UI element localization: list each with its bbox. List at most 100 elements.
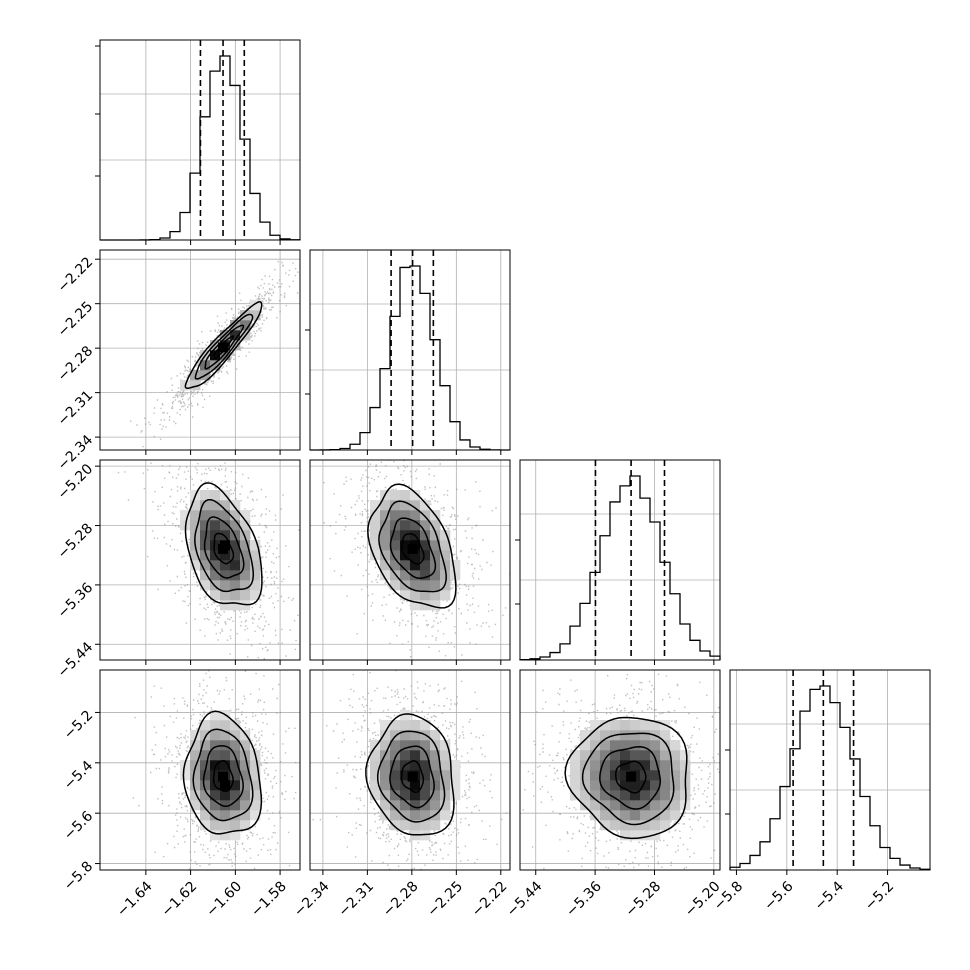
x-tick-label: −5.36 — [563, 878, 605, 920]
density-cell — [410, 800, 421, 811]
density-cell — [410, 500, 421, 511]
density-cell — [430, 760, 441, 771]
density-cell — [620, 770, 631, 781]
density-cell — [210, 800, 221, 811]
density-peak — [218, 543, 229, 554]
panel-frame-3-2 — [519, 669, 721, 871]
contour-0 — [212, 760, 234, 793]
density-cell — [200, 550, 211, 561]
x-tick-label: −1.64 — [114, 878, 156, 920]
density-cell — [200, 820, 211, 831]
density-cell — [660, 750, 671, 761]
density-cell — [230, 820, 241, 831]
density-panel-1-0 — [100, 250, 300, 450]
density-cell — [660, 780, 671, 791]
density-cell — [240, 800, 251, 811]
x-tick-label: −5.28 — [623, 878, 665, 920]
x-tick-label: −1.62 — [159, 878, 201, 920]
density-cell — [200, 730, 211, 741]
density-cell — [230, 330, 241, 341]
density-cell — [210, 830, 221, 841]
density-cell — [430, 550, 441, 561]
x-tick-label: −1.58 — [248, 878, 290, 920]
density-cell — [220, 590, 231, 601]
density-cell — [250, 770, 261, 781]
density-peak — [218, 342, 229, 353]
y-tick-label: −2.22 — [55, 254, 97, 296]
density-cell — [240, 520, 251, 531]
density-cell — [420, 500, 431, 511]
density-cell — [240, 320, 251, 331]
density-cell — [220, 800, 231, 811]
density-cell — [210, 820, 221, 831]
density-cell — [600, 790, 611, 801]
density-cell — [220, 720, 231, 731]
panel-frame-2-1 — [309, 459, 511, 661]
density-cell — [220, 560, 231, 571]
density-cell — [210, 570, 221, 581]
density-cell — [250, 540, 261, 551]
x-tick-label: −2.34 — [291, 878, 333, 920]
density-cell — [220, 730, 231, 741]
density-cell — [620, 820, 631, 831]
density-cell — [200, 500, 211, 511]
density-cell — [430, 800, 441, 811]
density-cell — [240, 730, 251, 741]
density-cell — [200, 800, 211, 811]
x-tick-label: −5.6 — [761, 878, 796, 913]
density-cell — [440, 590, 451, 601]
density-cell — [370, 750, 381, 761]
density-panel-2-0 — [100, 460, 300, 660]
density-cell — [230, 600, 241, 611]
histogram-panel-1 — [309, 250, 511, 451]
density-cell — [420, 600, 431, 611]
density-cell — [240, 590, 251, 601]
density-cell — [420, 530, 431, 541]
density-cell — [210, 720, 221, 731]
density-cell — [640, 780, 651, 791]
density-cell — [610, 800, 621, 811]
density-cell — [210, 740, 221, 751]
density-cell — [420, 520, 431, 531]
density-cell — [440, 740, 451, 751]
density-cell — [440, 570, 451, 581]
density-cell — [210, 710, 221, 721]
x-tick-label: −2.22 — [469, 878, 511, 920]
density-cell — [660, 800, 671, 811]
density-cell — [600, 770, 611, 781]
density-cell — [410, 820, 421, 831]
density-cell — [410, 590, 421, 601]
density-cell — [220, 760, 231, 771]
x-tick-label: −1.60 — [203, 878, 245, 920]
density-cell — [370, 550, 381, 561]
density-cell — [190, 520, 201, 531]
density-cell — [410, 720, 421, 731]
density-cell — [610, 780, 621, 791]
density-cell — [370, 520, 381, 531]
density-cell — [420, 740, 431, 751]
density-cell — [400, 560, 411, 571]
density-cell — [250, 810, 261, 821]
density-cell — [440, 550, 451, 561]
density-cell — [400, 710, 411, 721]
density-cell — [240, 780, 251, 791]
y-tick-label: −5.36 — [55, 580, 97, 622]
density-cell — [240, 820, 251, 831]
density-cell — [670, 790, 681, 801]
density-cell — [400, 750, 411, 761]
panel-frame-1-0 — [99, 249, 301, 451]
density-cell — [580, 780, 591, 791]
density-cell — [220, 500, 231, 511]
density-cell — [600, 760, 611, 771]
density-cell — [230, 760, 241, 771]
density-cell — [640, 820, 651, 831]
density-peak — [218, 771, 229, 782]
density-cell — [240, 740, 251, 751]
density-cell — [380, 520, 391, 531]
histogram-panel-3 — [729, 670, 931, 870]
density-cell — [220, 600, 231, 611]
density-cell — [410, 790, 421, 801]
density-cell — [640, 760, 651, 771]
density-cell — [240, 790, 251, 801]
density-cell — [250, 300, 261, 311]
